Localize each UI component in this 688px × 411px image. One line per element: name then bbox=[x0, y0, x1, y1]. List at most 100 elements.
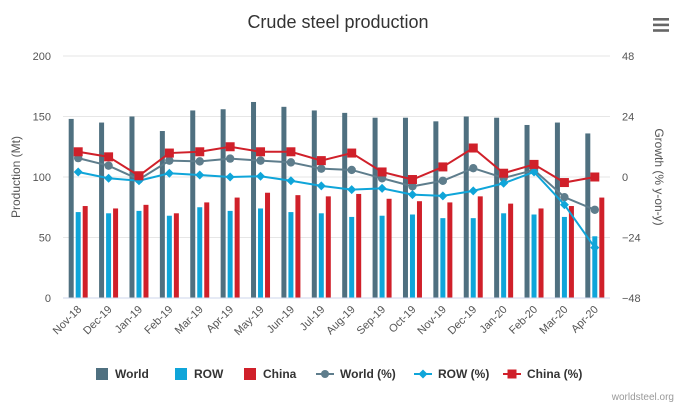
point-china-pct[interactable] bbox=[164, 148, 174, 158]
point-row-pct[interactable] bbox=[195, 170, 205, 180]
bar-world[interactable] bbox=[585, 133, 591, 298]
point-row-pct[interactable] bbox=[316, 181, 326, 191]
bar-row[interactable] bbox=[75, 212, 81, 298]
bar-row[interactable] bbox=[470, 218, 476, 298]
point-china-pct[interactable] bbox=[225, 142, 235, 152]
point-china-pct[interactable] bbox=[407, 175, 417, 185]
point-row-pct[interactable] bbox=[499, 178, 509, 188]
bar-row[interactable] bbox=[561, 216, 567, 298]
bar-world[interactable] bbox=[311, 110, 317, 298]
bar-world[interactable] bbox=[251, 101, 257, 298]
legend-item-china[interactable]: China bbox=[244, 367, 297, 381]
point-china-pct[interactable] bbox=[529, 159, 539, 169]
bar-row[interactable] bbox=[349, 216, 355, 298]
point-world-pct[interactable] bbox=[469, 163, 478, 173]
bar-world[interactable] bbox=[190, 110, 196, 298]
point-row-pct[interactable] bbox=[590, 243, 600, 253]
bar-world[interactable] bbox=[159, 131, 165, 298]
point-world-pct[interactable] bbox=[256, 156, 265, 165]
point-china-pct[interactable] bbox=[377, 167, 387, 177]
bar-world[interactable] bbox=[463, 116, 469, 299]
bar-world[interactable] bbox=[554, 122, 560, 298]
bar-row[interactable] bbox=[531, 214, 537, 298]
point-china-pct[interactable] bbox=[104, 152, 114, 162]
legend-item-row[interactable]: ROW bbox=[175, 367, 224, 381]
bar-row[interactable] bbox=[318, 213, 324, 298]
bar-china[interactable] bbox=[477, 196, 483, 298]
point-row-pct[interactable] bbox=[529, 167, 539, 177]
point-row-pct[interactable] bbox=[104, 173, 114, 183]
legend-item-row[interactable]: ROW (%) bbox=[414, 367, 489, 381]
point-world-pct[interactable] bbox=[317, 164, 326, 173]
bar-china[interactable] bbox=[204, 202, 210, 298]
bar-china[interactable] bbox=[356, 193, 362, 298]
bar-china[interactable] bbox=[265, 192, 271, 298]
bar-world[interactable] bbox=[372, 117, 378, 299]
point-world-pct[interactable] bbox=[195, 157, 204, 166]
bar-world[interactable] bbox=[68, 118, 74, 298]
legend-item-china[interactable]: China (%) bbox=[503, 367, 582, 381]
bar-world[interactable] bbox=[129, 116, 135, 299]
point-row-pct[interactable] bbox=[286, 176, 296, 186]
bar-row[interactable] bbox=[258, 208, 264, 298]
point-world-pct[interactable] bbox=[286, 158, 296, 167]
point-china-pct[interactable] bbox=[590, 172, 600, 182]
bar-row[interactable] bbox=[501, 213, 507, 298]
point-world-pct[interactable] bbox=[438, 176, 448, 185]
point-row-pct[interactable] bbox=[256, 171, 266, 181]
bar-world[interactable] bbox=[433, 121, 439, 298]
point-row-pct[interactable] bbox=[407, 190, 417, 200]
bar-row[interactable] bbox=[197, 207, 203, 298]
bar-china[interactable] bbox=[416, 201, 422, 298]
bar-row[interactable] bbox=[136, 210, 142, 298]
bar-row[interactable] bbox=[166, 215, 172, 298]
point-world-pct[interactable] bbox=[408, 182, 417, 191]
bar-world[interactable] bbox=[494, 117, 500, 299]
point-row-pct[interactable] bbox=[559, 200, 569, 210]
bar-world[interactable] bbox=[99, 122, 105, 298]
bar-china[interactable] bbox=[599, 197, 605, 298]
bar-china[interactable] bbox=[386, 198, 392, 298]
point-china-pct[interactable] bbox=[468, 143, 478, 153]
point-china-pct[interactable] bbox=[438, 162, 448, 172]
point-world-pct[interactable] bbox=[590, 205, 600, 214]
point-world-pct[interactable] bbox=[104, 161, 113, 170]
bar-row[interactable] bbox=[379, 215, 385, 298]
point-row-pct[interactable] bbox=[468, 186, 478, 196]
bar-china[interactable] bbox=[113, 208, 119, 298]
bar-china[interactable] bbox=[295, 195, 301, 298]
point-china-pct[interactable] bbox=[256, 147, 266, 157]
point-row-pct[interactable] bbox=[164, 168, 174, 178]
credit-link[interactable]: worldsteel.org bbox=[611, 392, 674, 403]
point-china-pct[interactable] bbox=[73, 147, 83, 157]
bar-row[interactable] bbox=[288, 212, 294, 298]
point-china-pct[interactable] bbox=[316, 156, 326, 166]
bar-china[interactable] bbox=[82, 206, 88, 298]
bar-china[interactable] bbox=[325, 196, 331, 298]
bar-world[interactable] bbox=[402, 117, 408, 299]
point-world-pct[interactable] bbox=[347, 165, 356, 175]
point-china-pct[interactable] bbox=[195, 147, 205, 157]
bar-china[interactable] bbox=[538, 208, 544, 298]
bar-world[interactable] bbox=[220, 109, 226, 299]
bar-china[interactable] bbox=[568, 206, 574, 298]
hamburger-menu-icon[interactable] bbox=[651, 16, 671, 34]
point-china-pct[interactable] bbox=[134, 171, 144, 181]
point-world-pct[interactable] bbox=[165, 156, 174, 165]
bar-china[interactable] bbox=[173, 213, 179, 298]
point-row-pct[interactable] bbox=[377, 183, 387, 193]
legend-item-world[interactable]: World (%) bbox=[316, 367, 396, 381]
bar-row[interactable] bbox=[106, 213, 112, 298]
bar-row[interactable] bbox=[227, 210, 233, 298]
bar-china[interactable] bbox=[143, 204, 149, 298]
point-china-pct[interactable] bbox=[286, 147, 296, 157]
point-china-pct[interactable] bbox=[347, 148, 357, 158]
point-row-pct[interactable] bbox=[347, 185, 357, 195]
bar-row[interactable] bbox=[409, 214, 415, 298]
point-china-pct[interactable] bbox=[559, 178, 569, 188]
point-world-pct[interactable] bbox=[225, 154, 235, 163]
bar-row[interactable] bbox=[440, 218, 446, 298]
bar-world[interactable] bbox=[281, 106, 287, 298]
bar-china[interactable] bbox=[508, 203, 514, 298]
bar-china[interactable] bbox=[447, 202, 453, 298]
